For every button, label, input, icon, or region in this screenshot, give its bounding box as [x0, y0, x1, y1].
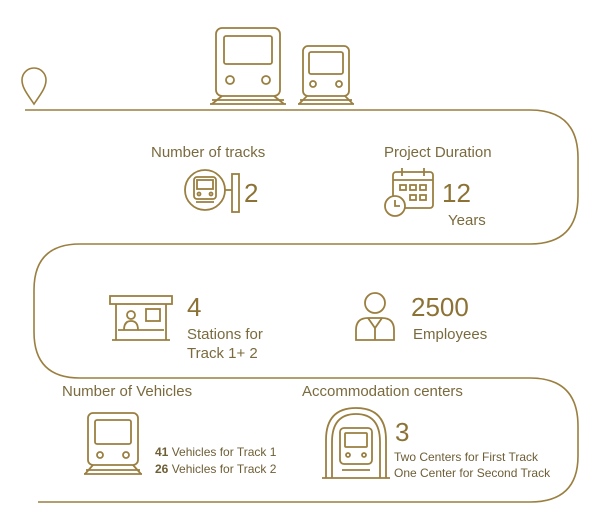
duration-value: 12: [442, 178, 471, 208]
accommodation-line2: One Center for Second Track: [394, 466, 551, 480]
vehicles-track2: 26 Vehicles for Track 2: [155, 462, 277, 476]
stations-value: 4: [187, 292, 202, 322]
vehicles-label: Number of Vehicles: [62, 383, 193, 400]
accommodation-value: 3: [395, 417, 410, 447]
tracks-label: Number of tracks: [151, 144, 266, 161]
stations-line2: Track 1+ 2: [187, 345, 258, 362]
duration-unit: Years: [448, 212, 486, 229]
accommodation-line1: Two Centers for First Track: [394, 450, 539, 464]
accommodation-label: Accommodation centers: [302, 383, 463, 400]
employees-value: 2500: [411, 292, 469, 322]
duration-label: Project Duration: [384, 144, 492, 161]
vehicles-track1: 41 Vehicles for Track 1: [155, 445, 277, 459]
tracks-value: 2: [244, 178, 259, 208]
stations-line1: Stations for: [187, 326, 263, 343]
employees-unit: Employees: [413, 326, 488, 343]
